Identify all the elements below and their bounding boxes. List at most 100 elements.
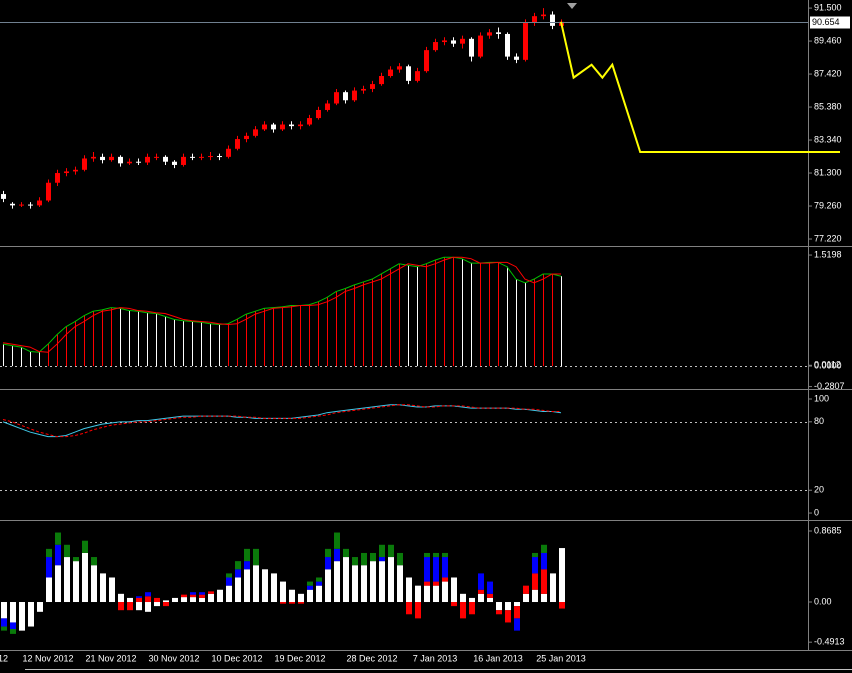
candle-body: [181, 156, 186, 165]
y-tick-label: 89.460: [814, 35, 842, 45]
x-tick-label: 28 Dec 2012: [346, 653, 397, 663]
stacked-bar-segment: [325, 548, 331, 558]
stacked-bar-segment: [415, 602, 421, 619]
stacked-bar-segment: [469, 602, 475, 615]
stacked-bar-segment: [163, 602, 169, 607]
stacked-bar-segment: [487, 593, 493, 598]
stacked-bar-segment: [145, 596, 151, 603]
candle-body: [289, 124, 294, 127]
stacked-bar-segment: [91, 557, 97, 566]
stacked-bar-segment: [388, 544, 394, 558]
candle-body: [316, 109, 321, 119]
panel-3: [1, 532, 565, 634]
candle-body: [109, 156, 114, 161]
stacked-bar-segment: [1, 602, 7, 619]
candle-body: [208, 156, 213, 158]
candle-body: [478, 35, 483, 57]
stacked-bar-segment: [451, 577, 457, 603]
stacked-bar-segment: [379, 544, 385, 558]
stacked-bar-segment: [478, 573, 484, 590]
stacked-bar-segment: [10, 628, 16, 634]
candle-body: [388, 69, 393, 77]
y-tick-label: 87.420: [814, 68, 842, 78]
stacked-bar-segment: [37, 602, 43, 612]
candle-body: [550, 14, 555, 26]
candle-body: [325, 103, 330, 110]
indicator-line: [2, 404, 562, 438]
stacked-bar-segment: [514, 618, 520, 631]
candle-body: [127, 161, 132, 164]
stacked-bar-segment: [478, 593, 484, 603]
stacked-bar-segment: [298, 602, 304, 604]
y-tick-label: 0: [814, 507, 819, 517]
stacked-bar-segment: [208, 593, 214, 603]
stacked-bar-segment: [442, 557, 448, 578]
x-tick-label: 7 Jan 2013: [413, 653, 458, 663]
stacked-bar-segment: [424, 557, 430, 582]
stacked-bar-segment: [82, 540, 88, 553]
stacked-bar-segment: [109, 577, 115, 603]
stacked-bar-segment: [361, 552, 367, 566]
candle-body: [523, 22, 528, 60]
stacked-bar-segment: [559, 548, 565, 603]
stacked-bar-segment: [505, 610, 511, 623]
candle-body: [217, 156, 222, 158]
y-tick-label: 91.500: [814, 2, 842, 12]
stacked-bar-segment: [487, 581, 493, 594]
indicator-line: [2, 404, 561, 438]
candle-body: [352, 90, 357, 101]
stacked-bar-segment: [442, 552, 448, 558]
candle-body: [505, 33, 510, 57]
y-tick-label: 80: [814, 416, 824, 426]
stacked-bar-segment: [532, 589, 538, 603]
stacked-bar-segment: [289, 602, 295, 604]
stacked-bar-segment: [145, 592, 151, 597]
stacked-bar-segment: [433, 581, 439, 586]
stacked-bar-segment: [433, 557, 439, 582]
candle-body: [442, 40, 447, 43]
stacked-bar-segment: [496, 602, 502, 611]
stacked-bar-segment: [190, 594, 196, 598]
stacked-bar-segment: [289, 589, 295, 603]
stacked-bar-segment: [406, 602, 412, 615]
stacked-bar-segment: [541, 544, 547, 553]
candle-body: [343, 92, 348, 101]
y-tick-label: 0.0000: [814, 360, 842, 370]
stacked-bar-segment: [514, 606, 520, 619]
stacked-bar-segment: [541, 569, 547, 594]
stacked-bar-segment: [235, 561, 241, 570]
stacked-bar-segment: [388, 557, 394, 603]
panel-1: [0, 256, 808, 367]
stacked-bar-segment: [532, 557, 538, 574]
stacked-bar-segment: [91, 565, 97, 603]
stacked-bar-segment: [244, 569, 250, 603]
stacked-bar-segment: [334, 532, 340, 549]
y-tick-label: 81.300: [814, 167, 842, 177]
stacked-bar-segment: [370, 561, 376, 603]
stacked-bar-segment: [226, 585, 232, 603]
y-tick-label: -0.4913: [814, 637, 845, 647]
y-tick-label: 0.8685: [814, 525, 842, 535]
candle-body: [361, 88, 366, 91]
stacked-bar-segment: [424, 585, 430, 603]
candle-body: [541, 14, 546, 17]
frame: [0, 0, 852, 651]
candle-body: [451, 40, 456, 44]
stacked-bar-segment: [532, 573, 538, 590]
x-tick-label: 21 Nov 2012: [85, 653, 136, 663]
stacked-bar-segment: [19, 602, 25, 631]
candle-body: [28, 204, 33, 206]
stacked-bar-segment: [406, 577, 412, 603]
stacked-bar-segment: [253, 548, 259, 566]
stacked-bar-segment: [307, 589, 313, 603]
stacked-bar-segment: [415, 585, 421, 603]
x-tick-label: 10 Dec 2012: [211, 653, 262, 663]
y-tick-label: 77.220: [814, 233, 842, 243]
stacked-bar-segment: [298, 593, 304, 603]
stacked-bar-segment: [235, 577, 241, 603]
stacked-bar-segment: [235, 569, 241, 578]
y-tick-label: 85.380: [814, 101, 842, 111]
stacked-bar-segment: [217, 589, 223, 603]
stacked-bar-segment: [460, 602, 466, 619]
